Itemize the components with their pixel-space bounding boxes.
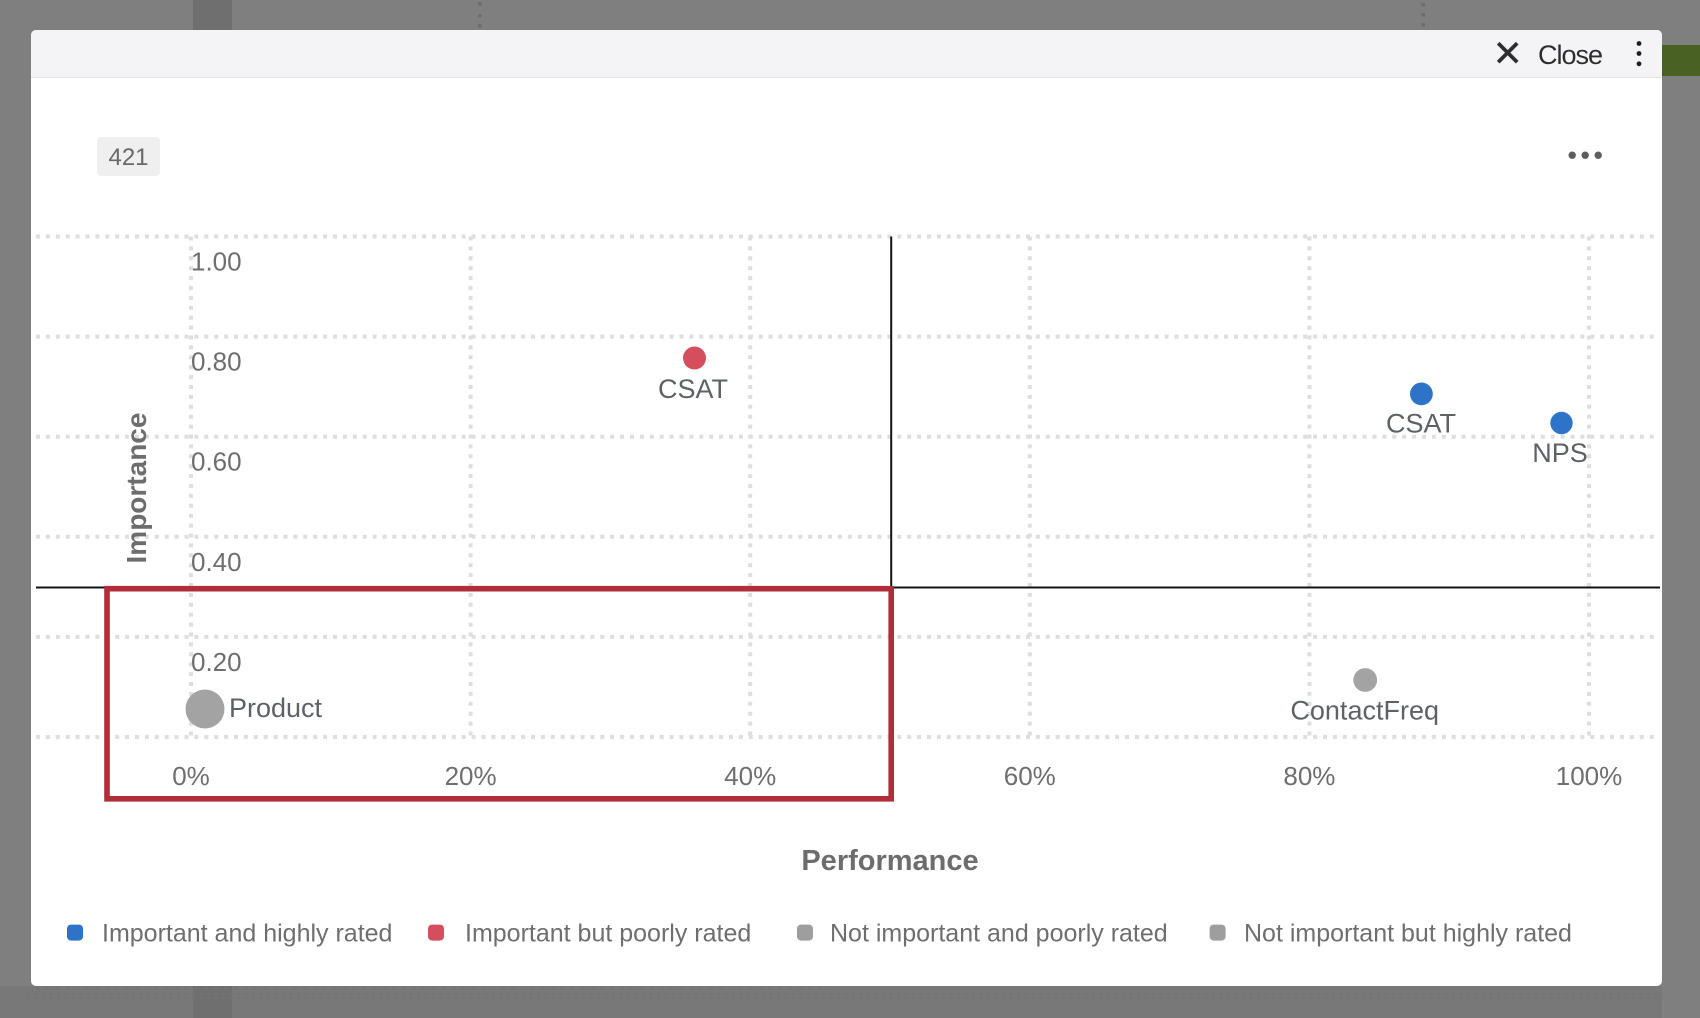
svg-text:0.20: 0.20	[191, 647, 242, 677]
svg-text:0.40: 0.40	[191, 547, 242, 577]
svg-text:421: 421	[108, 144, 148, 171]
svg-text:Not important and poorly rated: Not important and poorly rated	[830, 920, 1168, 948]
svg-text:NPS: NPS	[1532, 438, 1588, 468]
svg-text:0.60: 0.60	[191, 447, 242, 477]
svg-text:Important but poorly rated: Important but poorly rated	[465, 920, 751, 948]
svg-text:Close: Close	[1538, 40, 1602, 70]
svg-text:CSAT: CSAT	[1386, 409, 1456, 439]
svg-text:Performance: Performance	[801, 845, 978, 877]
svg-text:Importance: Importance	[121, 413, 152, 564]
svg-text:Not important but highly rated: Not important but highly rated	[1244, 920, 1572, 948]
svg-text:20%: 20%	[445, 761, 497, 791]
svg-text:Important and highly rated: Important and highly rated	[102, 920, 392, 948]
svg-text:0.80: 0.80	[191, 347, 242, 377]
svg-text:0%: 0%	[172, 761, 210, 791]
svg-text:Product: Product	[229, 693, 323, 723]
svg-text:60%: 60%	[1004, 761, 1056, 791]
svg-text:80%: 80%	[1283, 761, 1335, 791]
svg-text:40%: 40%	[724, 761, 776, 791]
svg-text:100%: 100%	[1556, 761, 1623, 791]
svg-text:1.00: 1.00	[191, 247, 242, 277]
svg-text:CSAT: CSAT	[658, 374, 728, 404]
svg-text:ContactFreq: ContactFreq	[1290, 695, 1439, 725]
